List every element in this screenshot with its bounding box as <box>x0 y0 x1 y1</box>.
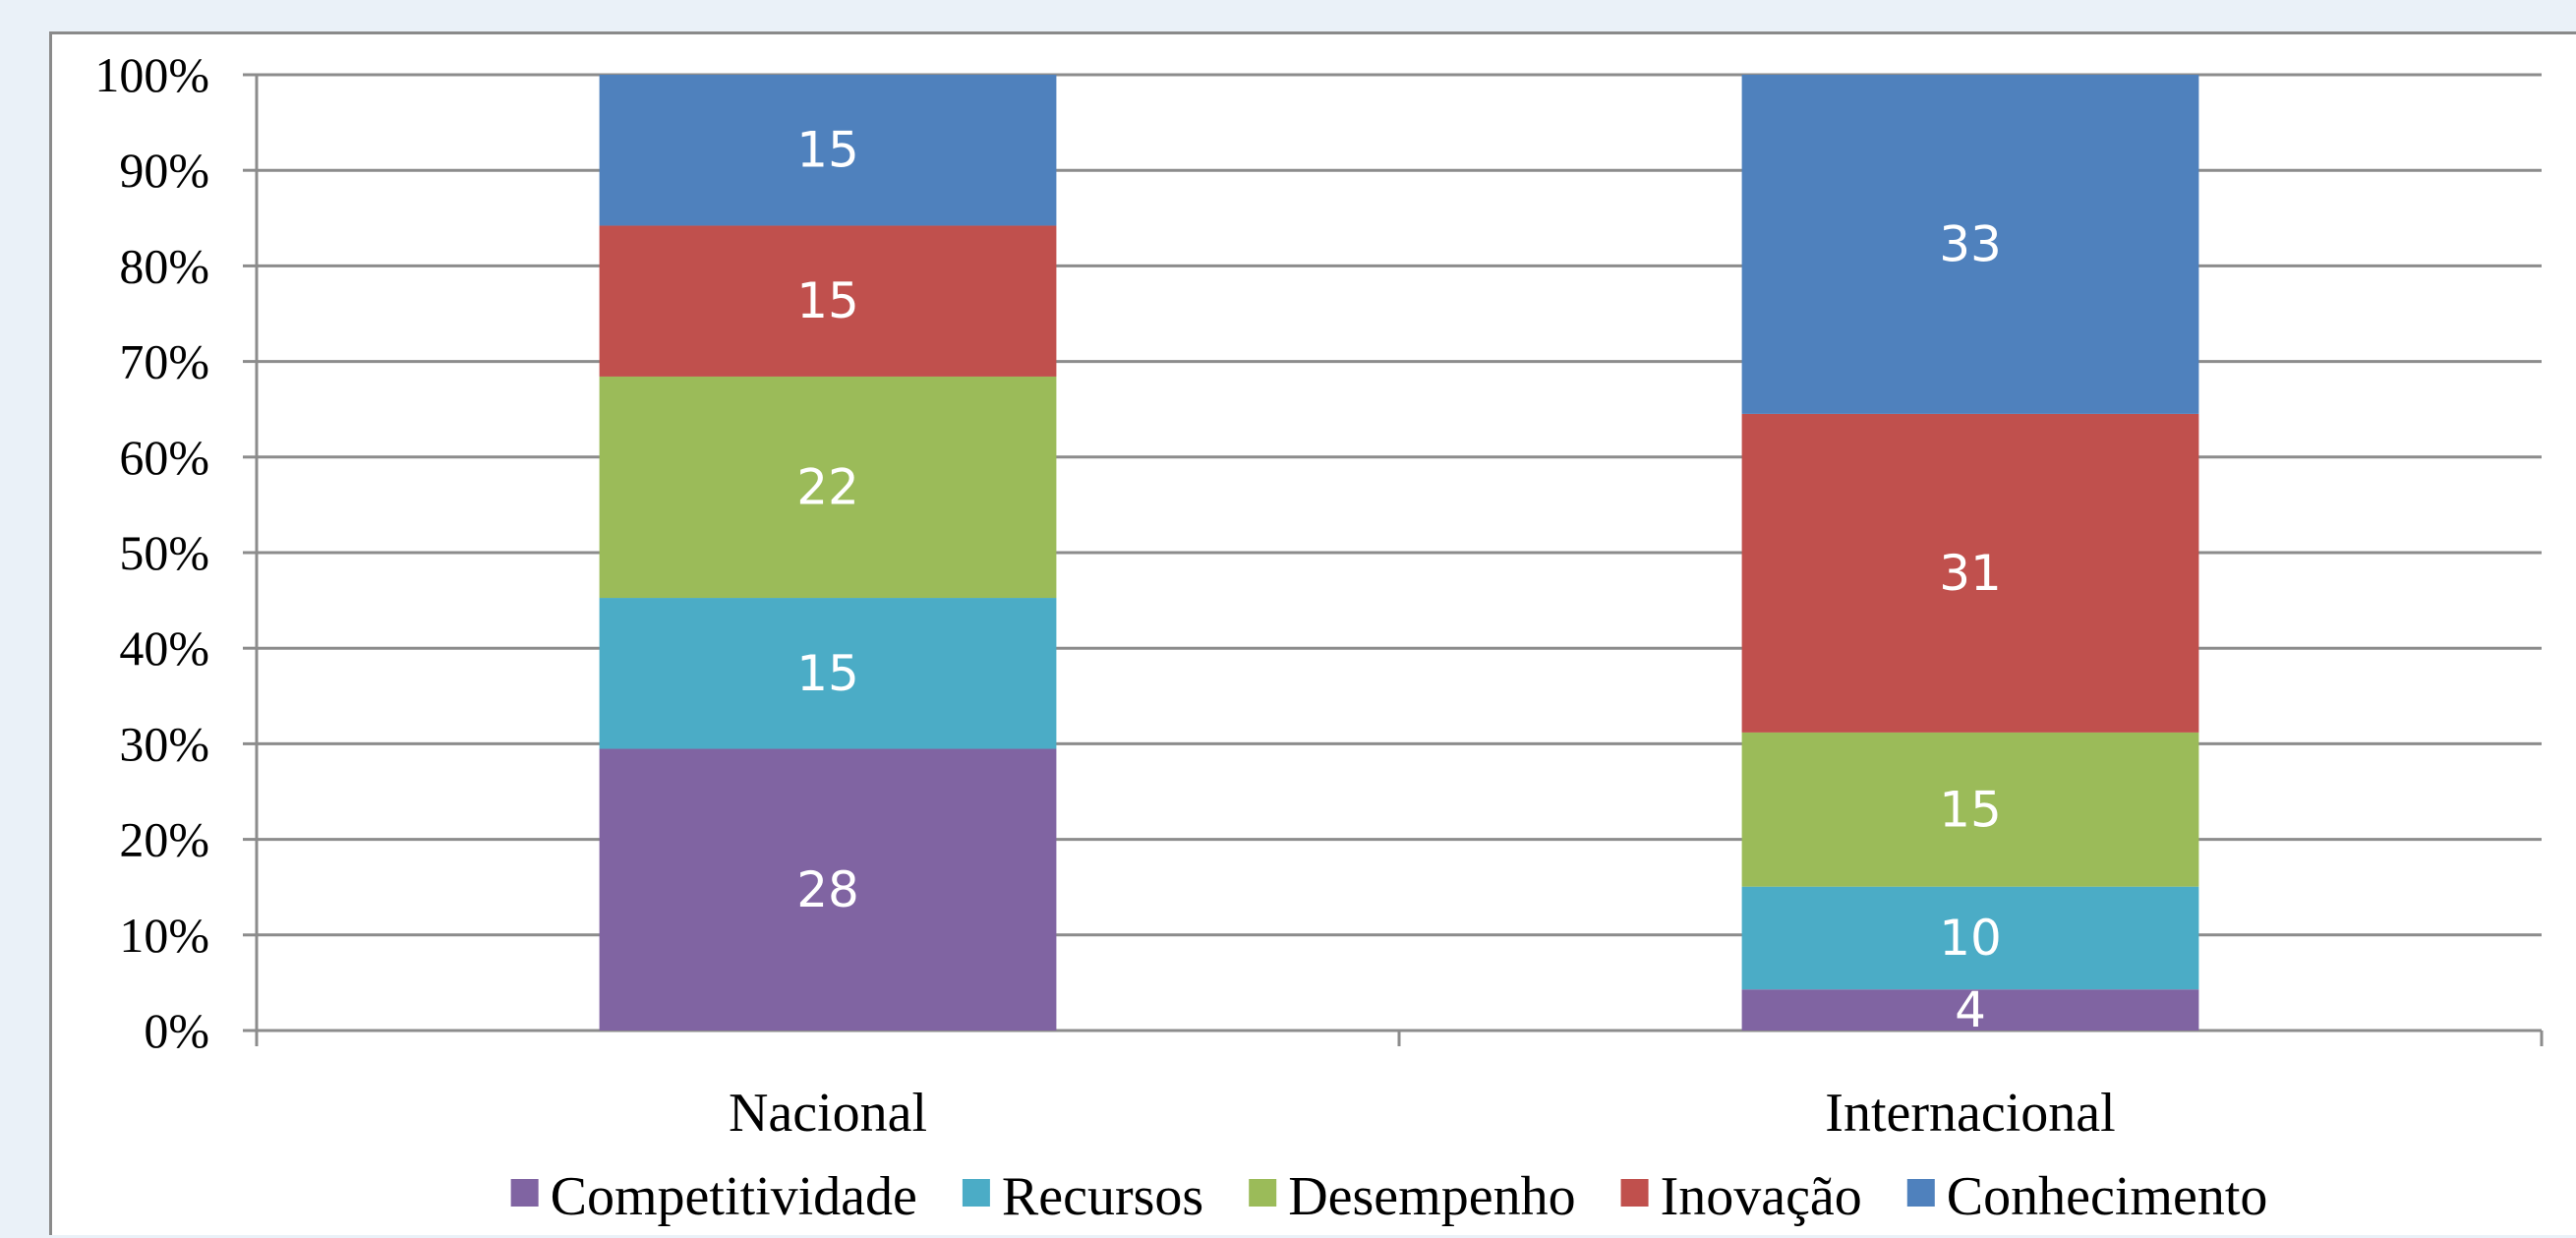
legend-swatch <box>1620 1179 1649 1207</box>
bar-segment <box>1741 989 2199 1031</box>
y-tick-label: 60% <box>119 430 209 485</box>
data-label: 15 <box>796 645 859 702</box>
legend: Competitividade Recursos Desempenho Inovaçã… <box>510 1166 2268 1227</box>
bar-segment <box>1741 413 2199 733</box>
legend-swatch <box>510 1179 539 1207</box>
category-label: Internacional <box>1825 1083 2115 1144</box>
data-label: 28 <box>796 861 859 918</box>
y-tick-label: 100% <box>94 47 209 102</box>
axes: 0% 10% 20% 30% 40% 50% 60% 70% 80% 90% 100% Naciona… <box>94 47 2544 1144</box>
bar-segment <box>1741 886 2199 990</box>
data-label: 15 <box>1939 781 2002 838</box>
bar-segment <box>1741 732 2199 887</box>
y-tick-label: 0% <box>144 1003 209 1058</box>
y-tick-label: 70% <box>119 334 209 389</box>
bars <box>599 75 2199 1031</box>
data-labels: 28 15 22 15 15 4 10 15 31 33 <box>796 122 2002 1038</box>
legend-label: Conhecimento <box>1947 1166 2268 1227</box>
y-tick-label: 30% <box>119 716 209 771</box>
y-tick-label: 90% <box>119 143 209 198</box>
legend-label: Recursos <box>1002 1166 1203 1227</box>
data-label: 4 <box>1955 981 1986 1038</box>
bar-segment <box>599 75 1057 226</box>
legend-label: Competitividade <box>551 1166 917 1227</box>
category-label: Nacional <box>729 1083 927 1144</box>
chart-frame: 0% 10% 20% 30% 40% 50% 60% 70% 80% 90% 100% Naciona… <box>49 31 2576 1235</box>
bar-segment <box>599 376 1057 599</box>
legend-swatch <box>962 1179 990 1207</box>
y-tick-label: 10% <box>119 908 209 963</box>
y-tick-label: 50% <box>119 525 209 580</box>
legend-label: Desempenho <box>1288 1166 1575 1227</box>
data-label: 15 <box>796 272 859 329</box>
legend-swatch <box>1906 1179 1935 1207</box>
legend-swatch <box>1249 1179 1277 1207</box>
bar-segment <box>599 748 1057 1031</box>
data-label: 10 <box>1939 910 2002 967</box>
data-label: 31 <box>1939 545 2002 602</box>
stacked-bar-chart: 0% 10% 20% 30% 40% 50% 60% 70% 80% 90% 100% Naciona… <box>94 47 2544 1227</box>
bar-segment <box>1741 75 2199 414</box>
data-label: 22 <box>796 458 859 515</box>
bar-segment <box>599 598 1057 749</box>
data-label: 33 <box>1939 215 2002 272</box>
y-tick-label: 40% <box>119 620 209 676</box>
bar-segment <box>599 225 1057 377</box>
data-label: 15 <box>796 122 859 179</box>
y-tick-label: 80% <box>119 238 209 293</box>
y-tick-label: 20% <box>119 812 209 867</box>
legend-label: Inovação <box>1661 1166 1862 1227</box>
